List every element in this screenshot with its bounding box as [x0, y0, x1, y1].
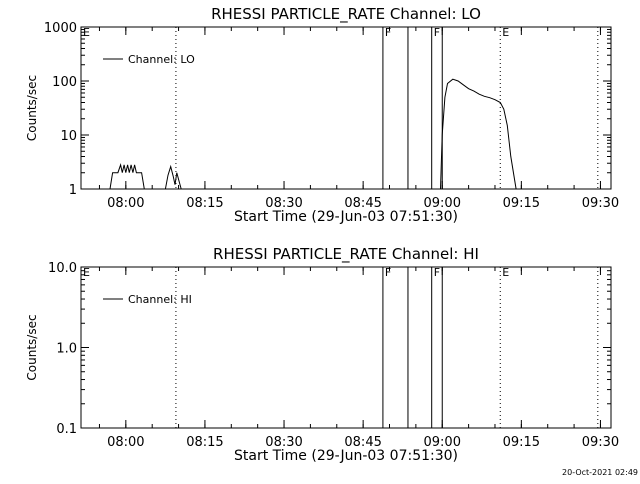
x-tick-label: 08:45 — [344, 435, 381, 450]
series-line — [440, 78, 517, 190]
event-marker-label: F — [385, 26, 391, 39]
x-tick-label: 08:15 — [186, 435, 223, 450]
x-tick-label: 09:15 — [503, 196, 540, 211]
plot-frame — [80, 266, 612, 429]
x-tick-label: 08:45 — [344, 196, 381, 211]
y-tick-label: 0.1 — [56, 422, 77, 437]
x-tick-label: 09:00 — [424, 196, 461, 211]
series-line — [164, 164, 182, 190]
x-tick-label: 08:00 — [107, 435, 144, 450]
chart-title: RHESSI PARTICLE_RATE Channel: LO — [211, 5, 481, 24]
event-marker-label: E — [83, 266, 90, 279]
legend-label: Channel: LO — [128, 53, 195, 66]
chart-panel-hi: RHESSI PARTICLE_RATE Channel: HI Start Ti… — [25, 245, 619, 464]
x-tick-label: 08:30 — [265, 196, 302, 211]
x-tick-label: 09:30 — [582, 196, 619, 211]
event-marker-label: F — [434, 266, 440, 279]
y-tick-label: 1000 — [44, 21, 77, 36]
footer-timestamp: 20-Oct-2021 02:49 — [562, 468, 638, 477]
x-tick-label: 08:00 — [107, 196, 144, 211]
plot-frame — [80, 26, 612, 190]
x-tick-label: 09:00 — [424, 435, 461, 450]
y-tick-label: 1.0 — [56, 342, 77, 357]
event-marker-label: E — [502, 266, 509, 279]
y-tick-label: 10 — [60, 129, 77, 144]
legend-label: Channel: HI — [128, 293, 192, 306]
x-axis-label: Start Time (29-Jun-03 07:51:30) — [234, 209, 458, 225]
y-tick-label: 1 — [69, 183, 77, 198]
series-line — [109, 163, 145, 190]
x-axis-label: Start Time (29-Jun-03 07:51:30) — [234, 448, 458, 464]
chart-title: RHESSI PARTICLE_RATE Channel: HI — [213, 245, 479, 264]
y-axis-label: Counts/sec — [25, 314, 39, 380]
y-tick-label: 10.0 — [48, 261, 77, 276]
x-tick-label: 09:15 — [503, 435, 540, 450]
event-marker-label: E — [83, 26, 90, 39]
event-marker-label: F — [385, 266, 391, 279]
event-marker-label: E — [502, 26, 509, 39]
x-tick-label: 08:15 — [186, 196, 223, 211]
x-tick-label: 08:30 — [265, 435, 302, 450]
chart-panel-lo: RHESSI PARTICLE_RATE Channel: LO Start Ti… — [25, 5, 619, 225]
y-axis-label: Counts/sec — [25, 75, 39, 141]
event-marker-label: F — [434, 26, 440, 39]
x-tick-label: 09:30 — [582, 435, 619, 450]
y-tick-label: 100 — [52, 75, 77, 90]
